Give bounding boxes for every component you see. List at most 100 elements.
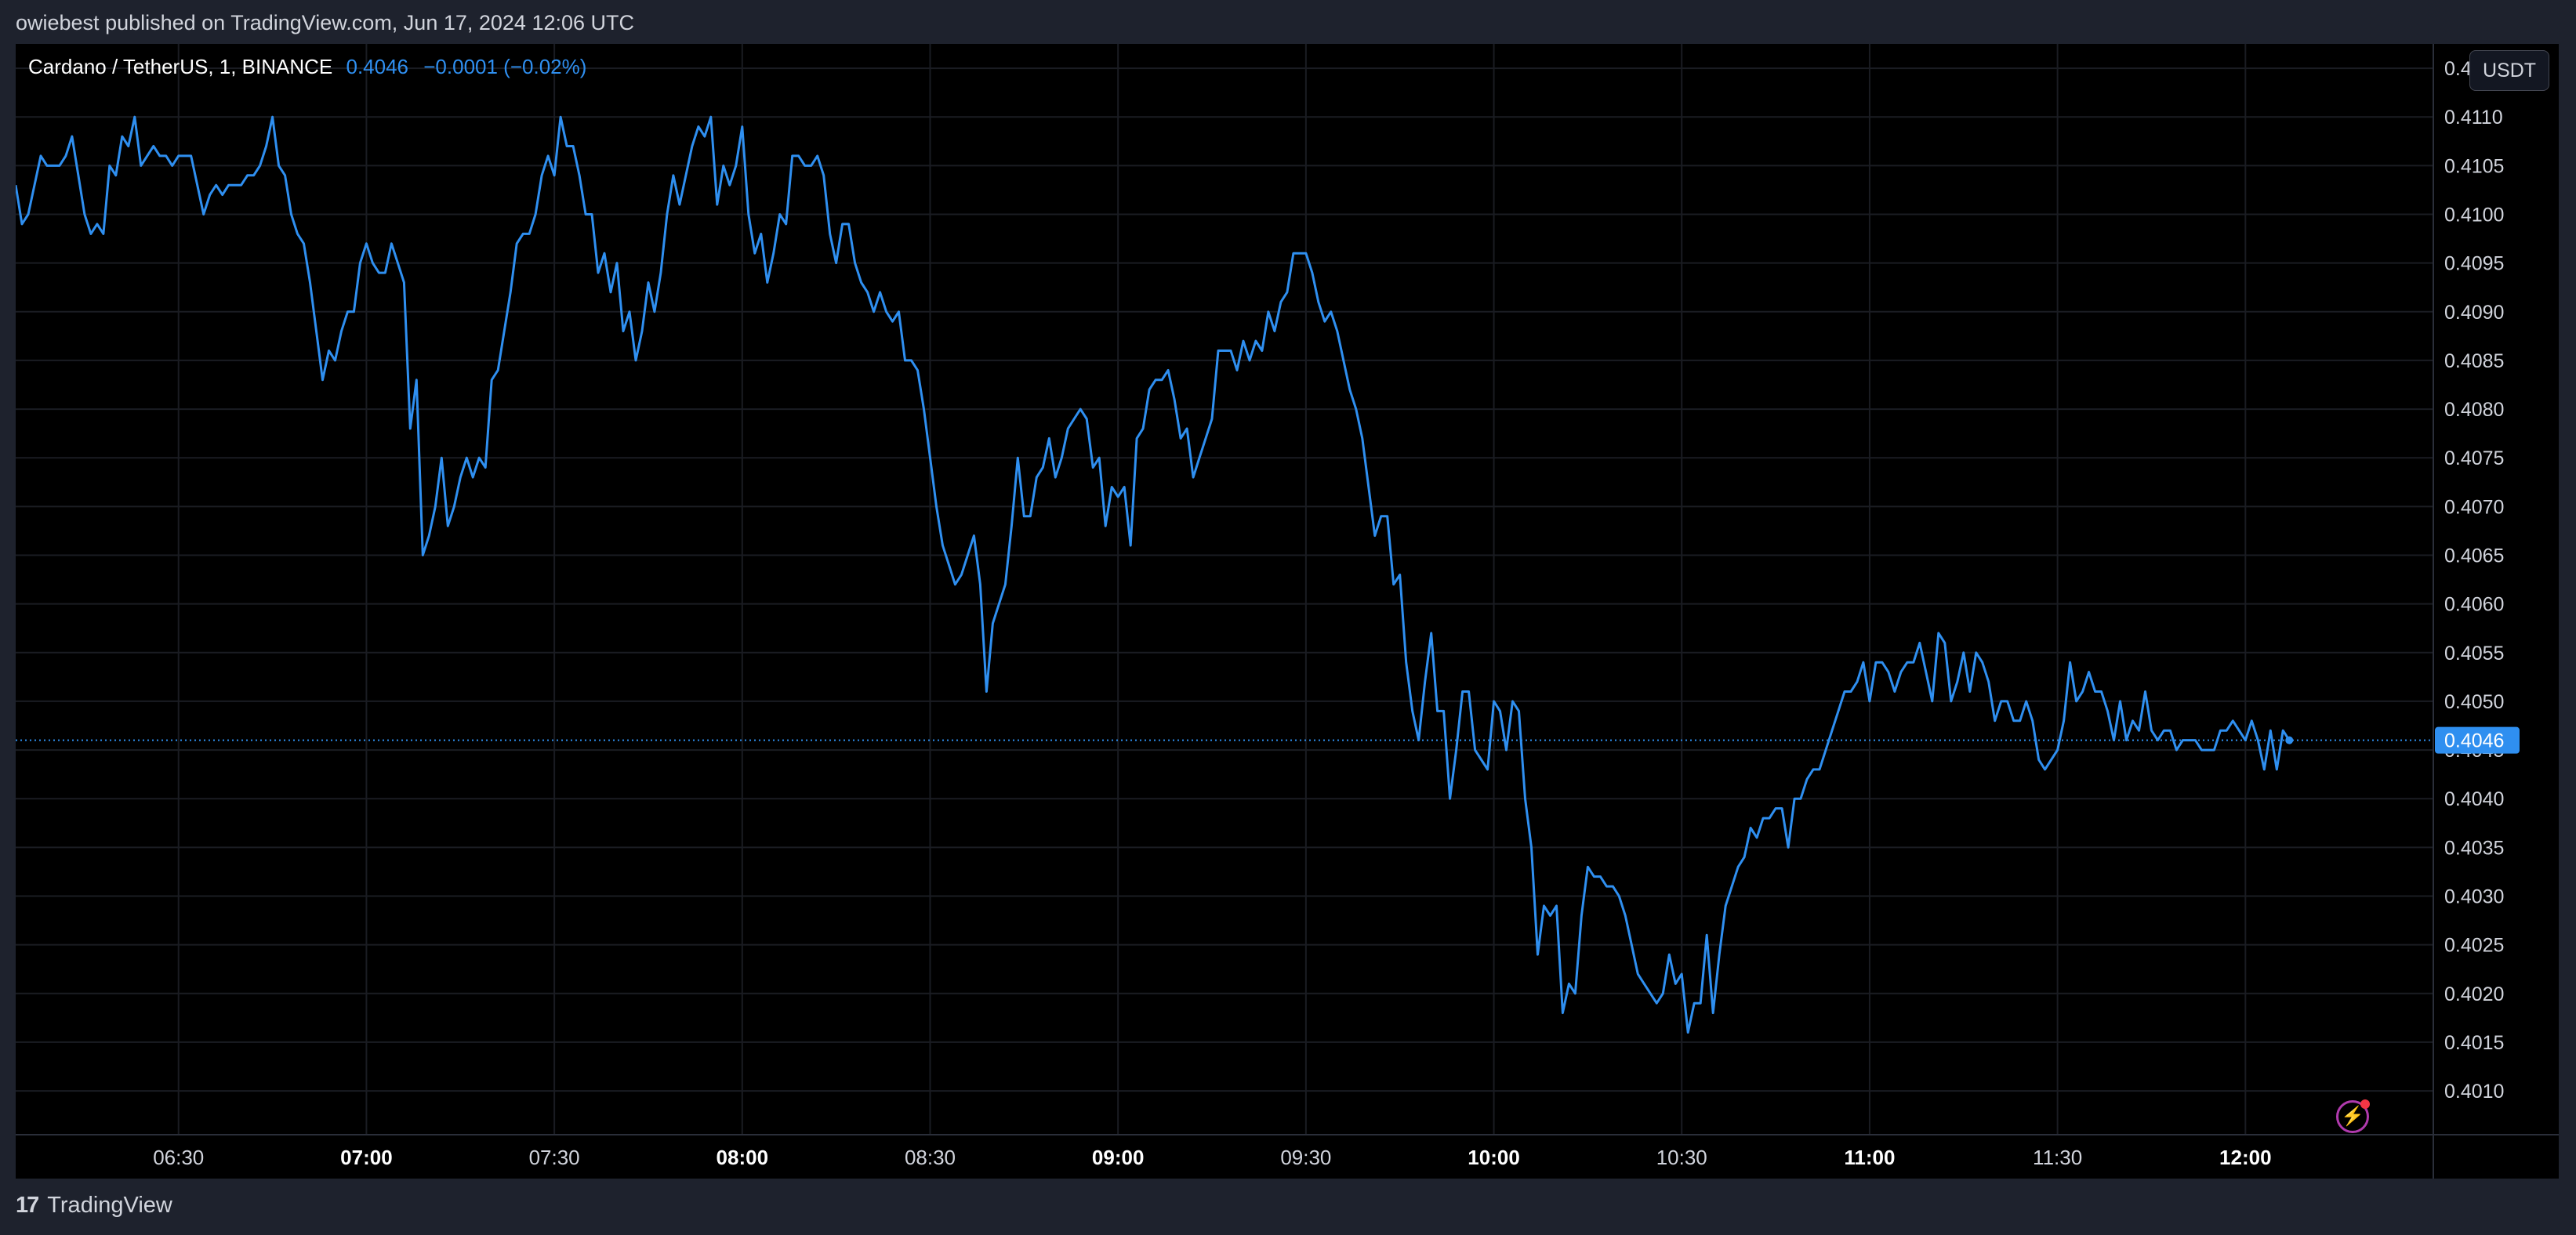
price-point [1148, 389, 1151, 391]
price-point [1725, 904, 1727, 907]
currency-button[interactable]: USDT [2469, 50, 2549, 91]
price-point [83, 213, 85, 215]
price-point [1800, 798, 1802, 800]
price-point [1079, 408, 1082, 411]
y-tick-label: 0.4095 [2444, 253, 2504, 275]
price-point [133, 116, 136, 118]
price-point [453, 505, 455, 508]
price-point [1580, 914, 1583, 917]
price-point [1787, 846, 1790, 849]
price-point [114, 174, 117, 176]
price-point [1261, 349, 1263, 352]
price-point [1975, 651, 1977, 654]
tradingview-logo-icon: 17 [16, 1193, 39, 1218]
price-point [108, 165, 111, 167]
price-point [1336, 330, 1338, 332]
symbol-label[interactable]: Cardano / TetherUS, 1, BINANCE [28, 55, 333, 78]
price-point [1367, 486, 1370, 488]
price-point [1737, 866, 1740, 868]
price-point [1912, 661, 1914, 664]
price-point [973, 534, 975, 537]
tradingview-brand[interactable]: 17 TradingView [16, 1193, 172, 1219]
price-point [1273, 330, 1275, 332]
price-point [1687, 1031, 1689, 1034]
price-point [1442, 710, 1445, 712]
price-point [1174, 398, 1176, 400]
x-tick-label: 11:00 [1844, 1146, 1895, 1169]
price-point [146, 154, 148, 157]
y-tick-label: 0.4070 [2444, 496, 2504, 518]
price-point [684, 174, 687, 176]
price-point [1048, 437, 1050, 440]
price-point [1643, 983, 1645, 985]
price-point [1392, 583, 1395, 585]
price-point [1480, 759, 1482, 761]
price-point [52, 165, 54, 167]
price-point [1612, 886, 1614, 888]
price-point [1455, 749, 1457, 752]
price-point [641, 330, 644, 332]
price-point [1236, 369, 1239, 371]
x-tick-label: 10:30 [1656, 1146, 1707, 1169]
price-point [1599, 875, 1602, 878]
price-point [1298, 252, 1301, 255]
price-point [265, 145, 267, 147]
price-point [1192, 476, 1195, 479]
price-point [1486, 768, 1489, 770]
x-tick-label: 10:00 [1468, 1146, 1520, 1169]
price-point [2282, 730, 2284, 732]
price-point [2269, 730, 2272, 732]
price-point [904, 359, 906, 361]
price-point [998, 603, 1000, 605]
price-point [841, 223, 844, 225]
chart-panel[interactable]: 0.4010 0.4015 0.4020 0.4025 0.4030 0.4035 0.40… [16, 44, 2559, 1179]
price-point [1449, 798, 1451, 800]
price-point [1499, 710, 1501, 712]
price-point [1524, 798, 1526, 800]
price-point [1010, 525, 1013, 527]
y-tick-label: 0.4025 [2444, 935, 2504, 957]
price-point [666, 213, 668, 215]
price-point [497, 369, 499, 371]
price-point [58, 165, 60, 167]
price-point [1267, 310, 1269, 313]
price-point [735, 165, 737, 167]
price-point [183, 154, 186, 157]
price-point [2182, 739, 2184, 741]
price-point [1668, 954, 1671, 956]
price-point [635, 359, 637, 361]
price-point [709, 116, 712, 118]
price-point [935, 505, 938, 508]
price-point [1017, 457, 1019, 459]
price-point [566, 145, 568, 147]
price-point [948, 563, 950, 566]
price-point [2276, 768, 2278, 770]
price-point [954, 583, 956, 585]
price-point [1937, 632, 1939, 634]
price-point [1123, 486, 1126, 488]
price-point [1537, 954, 1539, 956]
price-point [2251, 719, 2253, 722]
price-point [1844, 690, 1846, 693]
price-point [697, 125, 699, 128]
price-point [2144, 690, 2146, 693]
chart-legend[interactable]: Cardano / TetherUS, 1, BINANCE 0.4046 −0… [28, 55, 586, 79]
price-chart[interactable]: 0.4010 0.4015 0.4020 0.4025 0.4030 0.4035 0.40… [16, 44, 2559, 1179]
price-point [246, 174, 249, 176]
price-point [1618, 895, 1620, 897]
price-point [165, 154, 167, 157]
price-point [960, 574, 963, 576]
price-point [804, 165, 806, 167]
lightning-icon[interactable]: ⚡ [2336, 1099, 2370, 1133]
price-point [1505, 749, 1508, 752]
price-point [1355, 408, 1357, 411]
price-point [772, 252, 775, 255]
price-point [1004, 583, 1007, 585]
y-tick-label: 0.4030 [2444, 886, 2504, 908]
price-point [1555, 904, 1558, 907]
price-point [604, 252, 606, 255]
price-point [579, 174, 581, 176]
price-point [2226, 730, 2228, 732]
price-point [45, 165, 48, 167]
price-point [209, 194, 211, 196]
